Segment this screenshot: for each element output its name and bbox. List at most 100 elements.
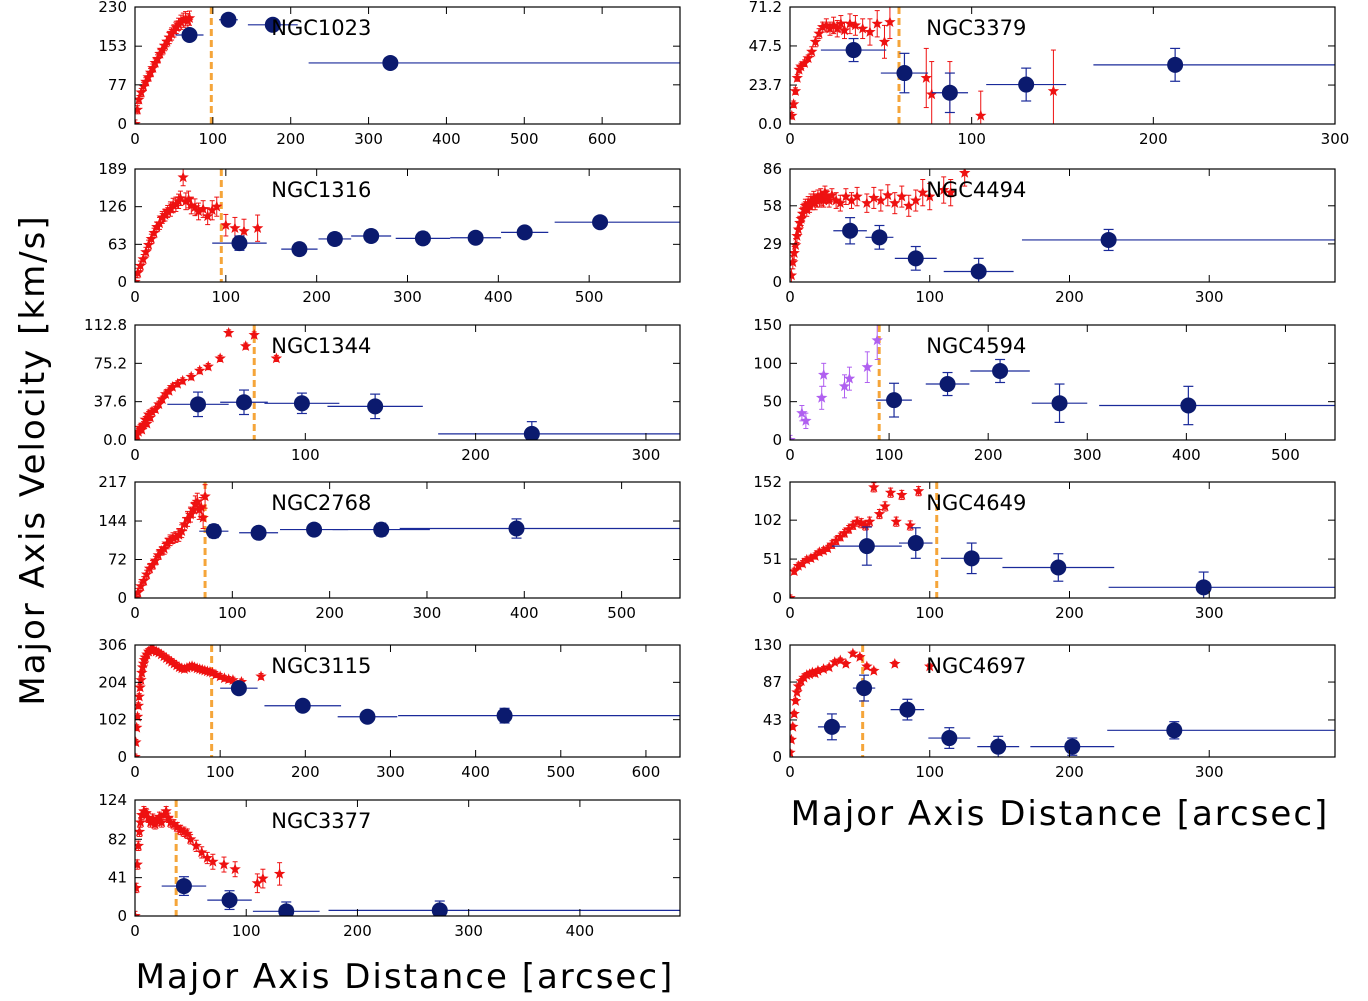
star-point <box>924 660 936 672</box>
star-point <box>197 511 209 523</box>
panel-ngc2768: 0 100 200 300 400 500 0 72 144 217 NGC2768 <box>98 473 681 622</box>
star-point <box>135 710 144 722</box>
star-point <box>882 189 894 201</box>
star-point <box>917 186 929 198</box>
axes-frame <box>789 6 1336 125</box>
star-point <box>790 109 798 121</box>
y-tick-label: 0 <box>117 589 127 607</box>
y-tick-label: 0 <box>772 273 782 291</box>
binned-point <box>1180 397 1197 414</box>
star-point <box>141 417 153 429</box>
star-point <box>138 574 150 586</box>
star-point <box>795 60 807 72</box>
star-point <box>834 197 847 209</box>
binned-point <box>373 521 390 538</box>
star-point <box>161 537 173 549</box>
star-point <box>861 660 873 672</box>
y-tick-label: 50 <box>763 393 782 411</box>
binned-point <box>1018 76 1035 93</box>
binned-point <box>306 521 323 538</box>
star-point <box>808 191 820 203</box>
x-tick-label: 200 <box>276 130 305 148</box>
star-point <box>868 191 880 203</box>
star-point <box>790 746 796 757</box>
y-tick-label: 153 <box>98 37 127 55</box>
x-tick-label: 300 <box>393 288 422 306</box>
y-tick-label: 100 <box>753 354 782 372</box>
star-point <box>135 825 146 837</box>
star-point <box>159 388 172 399</box>
y-tick-label: 43 <box>763 711 782 729</box>
star-point <box>146 405 158 417</box>
star-point <box>817 544 830 556</box>
binned-point <box>858 538 875 555</box>
x-tick-label: 400 <box>510 604 539 622</box>
x-tick-label: 0 <box>785 288 795 306</box>
star-point <box>180 195 192 207</box>
binned-point <box>907 250 924 267</box>
panel-ngc3377: 0 100 200 300 400 0 41 82 124 NGC3377 <box>98 791 681 940</box>
binned-point <box>220 11 237 28</box>
star-point <box>879 500 891 512</box>
star-point <box>813 194 826 206</box>
star-point <box>847 519 859 531</box>
x-tick-label: 100 <box>199 130 228 148</box>
star-point <box>171 821 183 832</box>
star-point <box>136 423 148 435</box>
y-tick-label: 58 <box>763 197 782 215</box>
binned-point <box>382 54 399 71</box>
star-point <box>185 370 197 382</box>
y-tick-label: 150 <box>753 316 782 334</box>
star-point <box>207 855 219 867</box>
star-point <box>178 825 190 837</box>
star-point <box>851 190 863 202</box>
binned-point <box>231 235 248 252</box>
x-tick-label: 300 <box>1321 130 1350 148</box>
star-point <box>924 190 936 202</box>
star-point <box>903 199 915 211</box>
star-point <box>861 197 873 209</box>
axes-frame <box>134 324 681 441</box>
star-point <box>135 881 142 893</box>
star-point <box>958 169 971 178</box>
x-tick-label: 300 <box>1195 763 1224 781</box>
star-point <box>830 194 842 206</box>
star-point <box>135 674 147 685</box>
star-point <box>202 360 214 372</box>
star-point <box>812 190 824 202</box>
star-point <box>174 192 187 204</box>
star-point <box>809 35 822 47</box>
star-point <box>163 654 175 665</box>
star-point <box>142 408 155 420</box>
y-tick-label: 102 <box>753 511 782 529</box>
y-tick-label: 37.6 <box>94 393 127 411</box>
star-point <box>800 414 812 426</box>
star-point <box>251 222 264 234</box>
star-point <box>813 546 826 558</box>
star-point <box>229 222 241 234</box>
x-tick-label: 300 <box>632 446 661 464</box>
star-point <box>840 190 852 202</box>
binned-point <box>871 229 888 246</box>
star-point <box>214 352 226 364</box>
star-point <box>135 858 143 870</box>
star-point <box>838 380 851 392</box>
panel-ngc4494: 0 100 200 300 0 29 58 86 NGC4494 <box>763 160 1336 306</box>
star-point <box>248 328 260 340</box>
x-tick-label: 200 <box>1055 604 1084 622</box>
star-point <box>160 805 172 817</box>
star-point <box>817 368 830 380</box>
binned-point <box>278 903 295 916</box>
star-point <box>135 103 144 115</box>
y-tick-label: 102 <box>98 711 127 729</box>
y-tick-label: 0 <box>772 748 782 766</box>
binned-point <box>190 396 207 413</box>
binned-point <box>175 878 192 895</box>
x-tick-label: 400 <box>432 130 461 148</box>
star-point <box>251 877 264 889</box>
star-point <box>920 71 932 83</box>
star-point <box>137 418 150 430</box>
y-tick-label: 112.8 <box>84 316 127 334</box>
star-point <box>863 515 876 527</box>
x-axis-label-left: Major Axis Distance [arcsec] <box>136 957 675 997</box>
